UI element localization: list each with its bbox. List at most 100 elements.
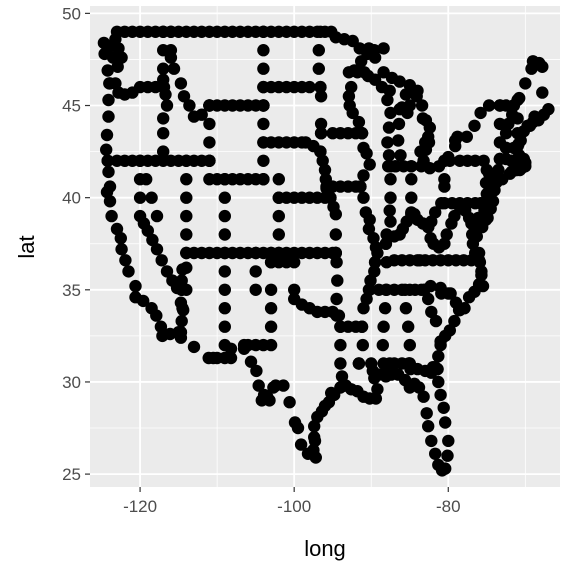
data-point [155, 254, 168, 267]
data-point [384, 173, 397, 186]
data-point [237, 338, 251, 352]
data-point [352, 115, 366, 129]
data-point [325, 386, 338, 400]
data-point [393, 103, 406, 116]
y-axis: 25 30 35 40 45 50 [62, 4, 90, 484]
data-point [330, 292, 343, 306]
data-point [476, 279, 490, 293]
data-point [357, 302, 370, 315]
data-point [157, 145, 170, 158]
data-point [180, 209, 193, 223]
data-point [505, 165, 518, 179]
data-point [466, 237, 480, 250]
data-point [379, 237, 393, 250]
data-point [517, 152, 530, 166]
data-point [335, 370, 349, 383]
data-point [479, 176, 493, 190]
data-point [187, 340, 201, 354]
data-point [102, 110, 115, 123]
data-point [431, 362, 444, 376]
data-point [277, 379, 290, 392]
data-point [363, 213, 376, 226]
data-point [432, 375, 445, 389]
data-point [414, 145, 427, 158]
data-point [330, 256, 343, 269]
data-point [218, 246, 231, 260]
data-point [141, 224, 154, 237]
data-point [303, 80, 316, 94]
data-point [146, 233, 159, 247]
data-point [443, 154, 456, 167]
data-point [150, 309, 163, 322]
data-point [334, 357, 347, 370]
data-point [329, 208, 342, 221]
data-point [331, 274, 344, 287]
data-point [218, 338, 231, 352]
data-point [360, 147, 373, 160]
data-point [183, 99, 196, 112]
data-point [176, 302, 189, 315]
data-point [180, 283, 193, 296]
data-point [157, 80, 170, 94]
data-point [469, 246, 482, 260]
data-point [332, 309, 346, 322]
data-point [314, 127, 328, 140]
data-point [218, 191, 231, 204]
data-point [218, 173, 231, 186]
data-point [160, 99, 174, 112]
data-point [105, 209, 118, 223]
data-point [257, 154, 270, 167]
data-point [439, 416, 452, 429]
data-point [101, 64, 114, 77]
data-point [176, 263, 189, 276]
data-point [334, 338, 347, 352]
data-point [272, 209, 285, 223]
data-point [137, 294, 150, 308]
data-point [264, 246, 278, 260]
data-point [129, 279, 142, 293]
data-point [469, 224, 482, 237]
data-point [352, 357, 366, 370]
data-point [525, 62, 538, 75]
data-point [257, 62, 270, 75]
data-point [368, 256, 382, 269]
data-point [133, 191, 147, 204]
data-point [257, 117, 270, 131]
data-point [103, 77, 117, 90]
data-point [133, 154, 147, 167]
data-point [475, 265, 488, 278]
data-point [294, 438, 308, 451]
data-point [307, 443, 320, 457]
data-point [444, 287, 457, 300]
data-point [453, 303, 466, 317]
data-point [314, 80, 327, 94]
x-tick-label: -100 [277, 497, 311, 516]
data-point [203, 117, 216, 131]
data-point [264, 302, 278, 315]
data-point [394, 149, 407, 162]
data-point [314, 117, 328, 131]
data-point [382, 121, 396, 134]
data-point [364, 274, 377, 287]
y-tick-label: 35 [62, 281, 81, 300]
data-point [318, 399, 332, 413]
data-point [174, 77, 188, 90]
data-point [434, 335, 447, 348]
data-point [399, 302, 413, 315]
data-point [403, 79, 416, 92]
data-point [384, 215, 397, 228]
data-point [218, 283, 231, 296]
data-point [102, 165, 115, 179]
data-point [383, 204, 396, 217]
data-point [519, 77, 532, 90]
data-point [448, 314, 461, 328]
data-point [100, 128, 114, 142]
data-point [493, 117, 507, 131]
data-point [442, 434, 455, 448]
data-point [448, 209, 461, 223]
data-point [441, 449, 454, 462]
data-point [381, 136, 394, 149]
data-point [405, 208, 418, 221]
x-axis: -120 -100 -80 [123, 487, 461, 516]
y-tick-label: 50 [62, 4, 81, 23]
